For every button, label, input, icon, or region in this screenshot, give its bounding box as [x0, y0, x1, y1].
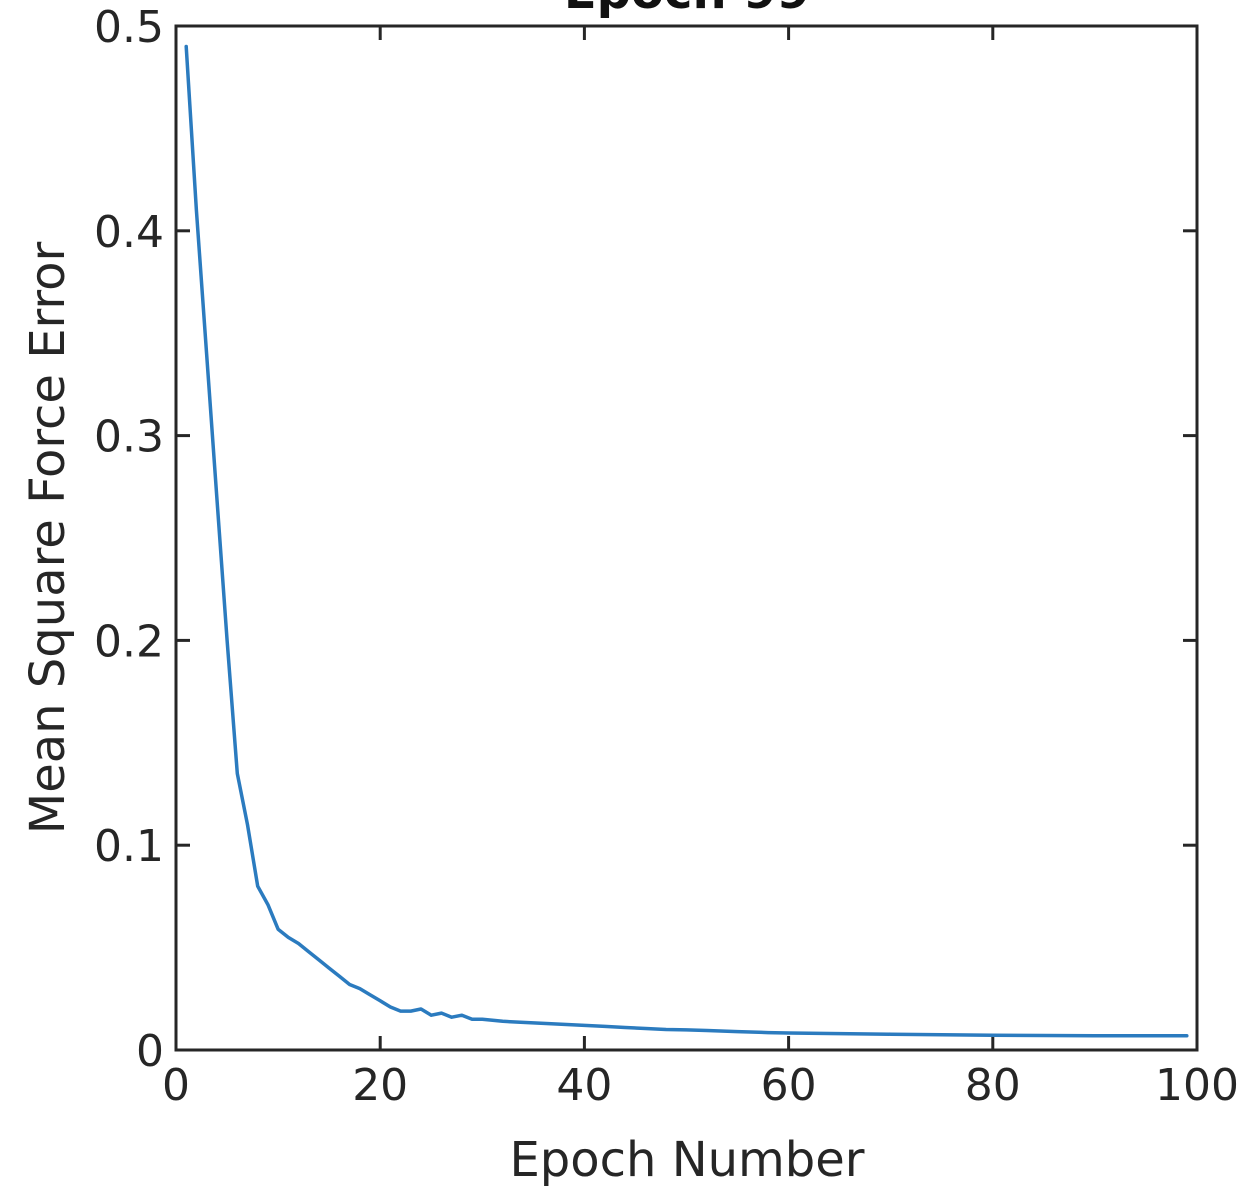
series-layer — [184, 44, 1189, 1038]
x-axis-label: Epoch Number — [509, 1132, 864, 1187]
plot-frame — [174, 24, 1199, 1052]
y-axis-label: Mean Square Force Error — [20, 242, 76, 835]
x-tick-label: 0 — [162, 1060, 190, 1111]
y-tick-label: 0.2 — [94, 616, 164, 667]
x-tick-label: 60 — [761, 1060, 817, 1111]
y-tick-label: 0.3 — [94, 412, 164, 463]
x-tick-label: 100 — [1155, 1060, 1239, 1111]
axis-ticks: 0 20 40 60 80 100 0 0.1 0.2 0.3 0.4 0.5 — [94, 2, 1239, 1111]
y-tick-label: 0.1 — [94, 821, 164, 872]
y-tick-label: 0.5 — [94, 2, 164, 53]
x-tick-label: 80 — [965, 1060, 1021, 1111]
y-tick-label: 0.4 — [94, 207, 164, 258]
x-tick-label: 40 — [556, 1060, 612, 1111]
x-tick-label: 20 — [352, 1060, 408, 1111]
chart-title: Epoch 99 — [564, 0, 810, 20]
series-line — [184, 44, 1189, 1038]
y-tick-label: 0 — [136, 1026, 164, 1077]
